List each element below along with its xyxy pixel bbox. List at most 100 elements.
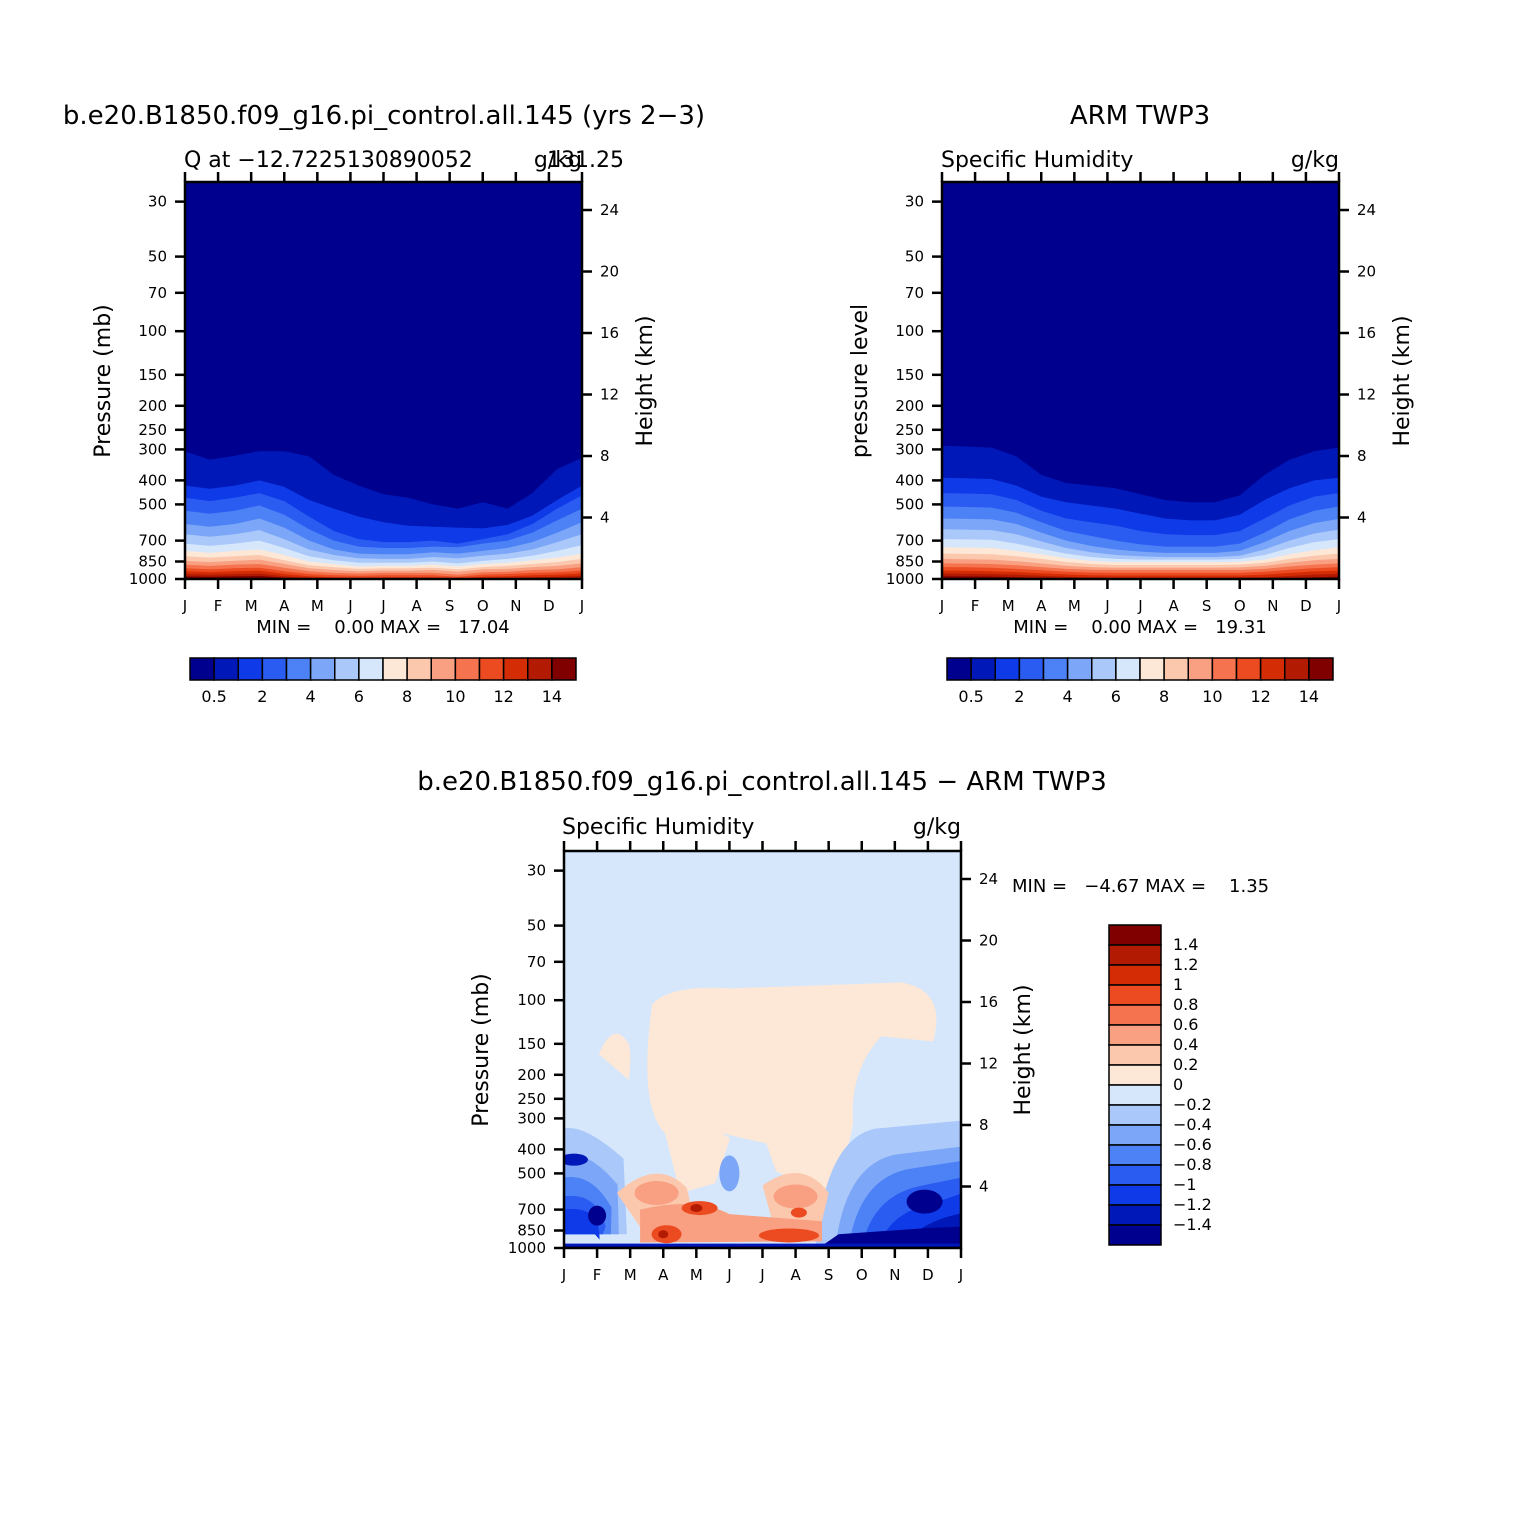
x-tick-label: S — [445, 597, 455, 615]
y-tick-label: 150 — [517, 1035, 546, 1053]
y-tick-label: 200 — [895, 397, 924, 415]
y-tick-label: 30 — [905, 193, 924, 211]
x-tick-label: A — [411, 597, 422, 615]
y-tick-label: 200 — [517, 1066, 546, 1084]
x-tick-label: F — [593, 1266, 602, 1284]
x-tick-label: O — [1234, 597, 1246, 615]
y-tick-label: 850 — [895, 553, 924, 571]
y-right-tick-label: 8 — [600, 447, 610, 465]
y-tick-label: 50 — [527, 917, 546, 935]
colorbar-cell — [1018, 657, 1045, 681]
colorbar-cell — [1284, 657, 1310, 681]
colorbar-cell — [1108, 1044, 1162, 1066]
y-right-tick-label: 24 — [1357, 201, 1376, 219]
x-tick-label: J — [182, 597, 187, 615]
colorbar-cell — [527, 657, 553, 681]
colorbar-cell — [261, 657, 288, 681]
x-tick-label: S — [824, 1266, 834, 1284]
panel-model-subtitle-left: Q at −12.7225130890052 — [184, 148, 473, 173]
colorbar-cell — [1108, 1064, 1162, 1086]
colorbar-label: 10 — [1202, 687, 1222, 706]
x-tick-label: M — [1068, 597, 1081, 615]
contour-fill-obs — [942, 182, 1339, 579]
y-tick-label: 500 — [517, 1164, 546, 1182]
colorbar-label: 14 — [542, 687, 562, 706]
colorbar-label: 1.4 — [1173, 935, 1198, 954]
y-tick-label: 300 — [895, 440, 924, 458]
colorbar-cell — [1139, 657, 1165, 681]
x-tick-label: A — [790, 1266, 801, 1284]
y-tick-label: 700 — [138, 532, 167, 550]
y-tick-label: 300 — [138, 440, 167, 458]
x-tick-label: A — [658, 1266, 669, 1284]
x-tick-label: D — [543, 597, 555, 615]
colorbar-label: 0 — [1173, 1075, 1183, 1094]
colorbar-cell — [1259, 657, 1286, 681]
x-tick-label: O — [477, 597, 489, 615]
panel-obs-subtitle-right: g/kg — [1291, 148, 1339, 173]
colorbar-cell — [1108, 1084, 1162, 1106]
x-tick-label: J — [958, 1266, 963, 1284]
y-right-tick-label: 16 — [1357, 324, 1376, 342]
colorbar-cell — [1108, 1144, 1162, 1166]
panel-model-ylabel: Pressure (mb) — [91, 304, 116, 458]
contour-band — [790, 1207, 807, 1218]
colorbar-label: 4 — [1063, 687, 1073, 706]
x-tick-label: F — [971, 597, 980, 615]
contour-band — [647, 982, 937, 1194]
colorbar-label: −0.2 — [1173, 1095, 1212, 1114]
panel-obs-ylabel: pressure level — [848, 304, 873, 458]
x-tick-label: F — [214, 597, 223, 615]
y-tick-label: 70 — [527, 953, 546, 971]
colorbar-cell — [1108, 1204, 1162, 1226]
colorbar-label: 0.5 — [201, 687, 226, 706]
x-tick-label: M — [1002, 597, 1015, 615]
contour-fill-model — [185, 182, 582, 579]
x-tick-label: M — [311, 597, 324, 615]
panel-diff-minmax: MIN = −4.67 MAX = 1.35 — [1012, 876, 1269, 897]
y-tick-label: 200 — [138, 397, 167, 415]
x-tick-label: J — [380, 597, 385, 615]
x-tick-label: J — [579, 597, 584, 615]
x-tick-label: J — [939, 597, 944, 615]
x-tick-label: S — [1202, 597, 1212, 615]
colorbar-label: 12 — [1250, 687, 1270, 706]
y-right-tick-label: 20 — [600, 263, 619, 281]
x-tick-label: N — [510, 597, 521, 615]
panel-model-title: b.e20.B1850.f09_g16.pi_control.all.145 (… — [63, 101, 705, 131]
colorbar-label: −1 — [1173, 1175, 1197, 1194]
y-right-tick-label: 12 — [1357, 386, 1376, 404]
x-tick-label: J — [726, 1266, 731, 1284]
colorbar-cell — [1108, 1124, 1162, 1146]
y-right-tick-label: 24 — [600, 201, 619, 219]
colorbar-label: 1.2 — [1173, 955, 1198, 974]
colorbar-cell — [406, 657, 432, 681]
colorbar-cell — [430, 657, 457, 681]
y-tick-label: 150 — [138, 366, 167, 384]
x-tick-label: N — [1267, 597, 1278, 615]
y-tick-label: 70 — [148, 284, 167, 302]
colorbar-cell — [1108, 964, 1162, 986]
colorbar-label: 6 — [354, 687, 364, 706]
colorbar-label: −0.4 — [1173, 1115, 1212, 1134]
colorbar-cell — [1108, 1224, 1162, 1246]
colorbar-cell — [502, 657, 529, 681]
colorbar-cell — [309, 657, 336, 681]
colorbar-diff: 1.41.210.80.60.40.20−0.2−0.4−0.6−0.8−1−1… — [1108, 924, 1212, 1246]
x-tick-label: M — [624, 1266, 637, 1284]
colorbar-label: 10 — [445, 687, 465, 706]
colorbar-cell — [1308, 657, 1334, 681]
y-right-tick-label: 4 — [600, 509, 610, 527]
colorbar-label: −1.4 — [1173, 1215, 1212, 1234]
y-tick-label: 100 — [517, 991, 546, 1009]
panel-obs-subtitle-left: Specific Humidity — [941, 148, 1133, 173]
colorbar-cell — [1235, 657, 1262, 681]
x-tick-label: J — [561, 1266, 566, 1284]
y-tick-label: 100 — [895, 322, 924, 340]
colorbar-cell — [1115, 657, 1141, 681]
contour-band — [942, 573, 1339, 579]
